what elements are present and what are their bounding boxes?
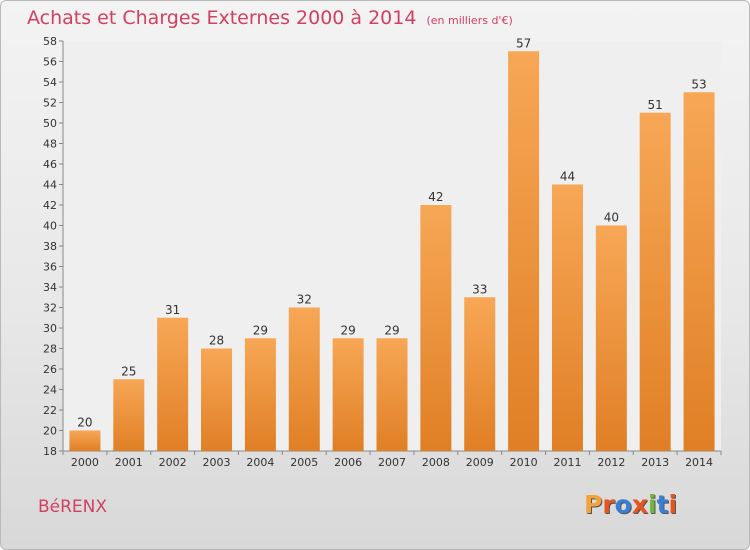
y-tick-label: 42: [43, 199, 57, 212]
bar-value-label: 53: [691, 77, 706, 91]
y-tick-label: 50: [43, 117, 57, 130]
y-tick-label: 32: [43, 302, 57, 315]
bar-value-label: 28: [209, 334, 224, 348]
bar-value-label: 32: [297, 293, 312, 307]
chart-subtitle: (en milliers d'€): [426, 14, 513, 27]
bar-value-label: 29: [340, 323, 355, 337]
x-tick-label: 2007: [378, 456, 406, 469]
bar: [551, 184, 583, 451]
y-tick-label: 36: [43, 261, 57, 274]
x-tick-label: 2012: [597, 456, 625, 469]
bar-value-label: 25: [121, 364, 136, 378]
bar-value-label: 42: [428, 190, 443, 204]
bar: [464, 297, 496, 451]
logo-letter: i: [648, 490, 657, 519]
y-tick-label: 18: [43, 445, 57, 458]
bar: [420, 205, 452, 451]
y-tick-label: 40: [43, 220, 57, 233]
bar: [244, 338, 276, 451]
bar-value-label: 20: [77, 416, 92, 430]
bar-value-label: 31: [165, 303, 180, 317]
y-tick-label: 54: [43, 76, 57, 89]
x-tick-label: 2005: [290, 456, 318, 469]
bar-value-label: 44: [560, 170, 575, 184]
bar-value-label: 40: [604, 211, 619, 225]
x-tick-label: 2008: [422, 456, 450, 469]
logo-letter: t: [656, 490, 669, 519]
x-tick-label: 2003: [203, 456, 231, 469]
x-tick-label: 2013: [641, 456, 669, 469]
y-tick-label: 26: [43, 363, 57, 376]
proxiti-logo: Proxiti: [584, 490, 677, 519]
x-tick-label: 2004: [246, 456, 274, 469]
bar-value-label: 57: [516, 36, 531, 50]
x-tick-label: 2014: [685, 456, 713, 469]
y-tick-label: 22: [43, 404, 57, 417]
y-tick-label: 44: [43, 179, 57, 192]
bar: [595, 225, 627, 451]
y-tick-label: 20: [43, 425, 57, 438]
y-tick-label: 46: [43, 158, 57, 171]
chart-title: Achats et Charges Externes 2000 à 2014 (e…: [27, 7, 513, 29]
bar: [639, 112, 671, 451]
y-tick-label: 28: [43, 343, 57, 356]
x-tick-label: 2009: [466, 456, 494, 469]
y-tick-label: 30: [43, 322, 57, 335]
bar: [288, 307, 320, 451]
y-tick-label: 34: [43, 281, 57, 294]
x-tick-label: 2006: [334, 456, 362, 469]
bar-value-label: 33: [472, 282, 487, 296]
bar: [113, 379, 145, 451]
chart-title-text: Achats et Charges Externes 2000 à 2014: [27, 7, 417, 29]
bar: [201, 348, 233, 451]
bar: [332, 338, 364, 451]
logo-letter: P: [584, 490, 603, 519]
logo-letter: i: [668, 490, 678, 519]
y-tick-label: 58: [43, 35, 57, 48]
town-name: BéRENX: [38, 497, 108, 517]
bar-value-label: 29: [253, 323, 268, 337]
x-tick-label: 2010: [510, 456, 538, 469]
bar: [69, 430, 101, 451]
bar: [157, 317, 189, 451]
x-tick-label: 2011: [553, 456, 581, 469]
bar: [376, 338, 408, 451]
y-tick-label: 48: [43, 138, 57, 151]
y-tick-label: 52: [43, 97, 57, 110]
logo-letter: o: [614, 490, 632, 519]
y-tick-label: 24: [43, 384, 57, 397]
x-tick-label: 2001: [115, 456, 143, 469]
bar-value-label: 29: [384, 323, 399, 337]
y-tick-label: 38: [43, 240, 57, 253]
logo-letter: r: [602, 490, 615, 519]
logo-letter: x: [631, 490, 648, 519]
y-tick-label: 56: [43, 56, 57, 69]
bar-value-label: 51: [648, 98, 663, 112]
bar: [508, 51, 540, 451]
bar: [683, 92, 715, 451]
x-tick-label: 2002: [159, 456, 187, 469]
x-tick-label: 2000: [71, 456, 99, 469]
